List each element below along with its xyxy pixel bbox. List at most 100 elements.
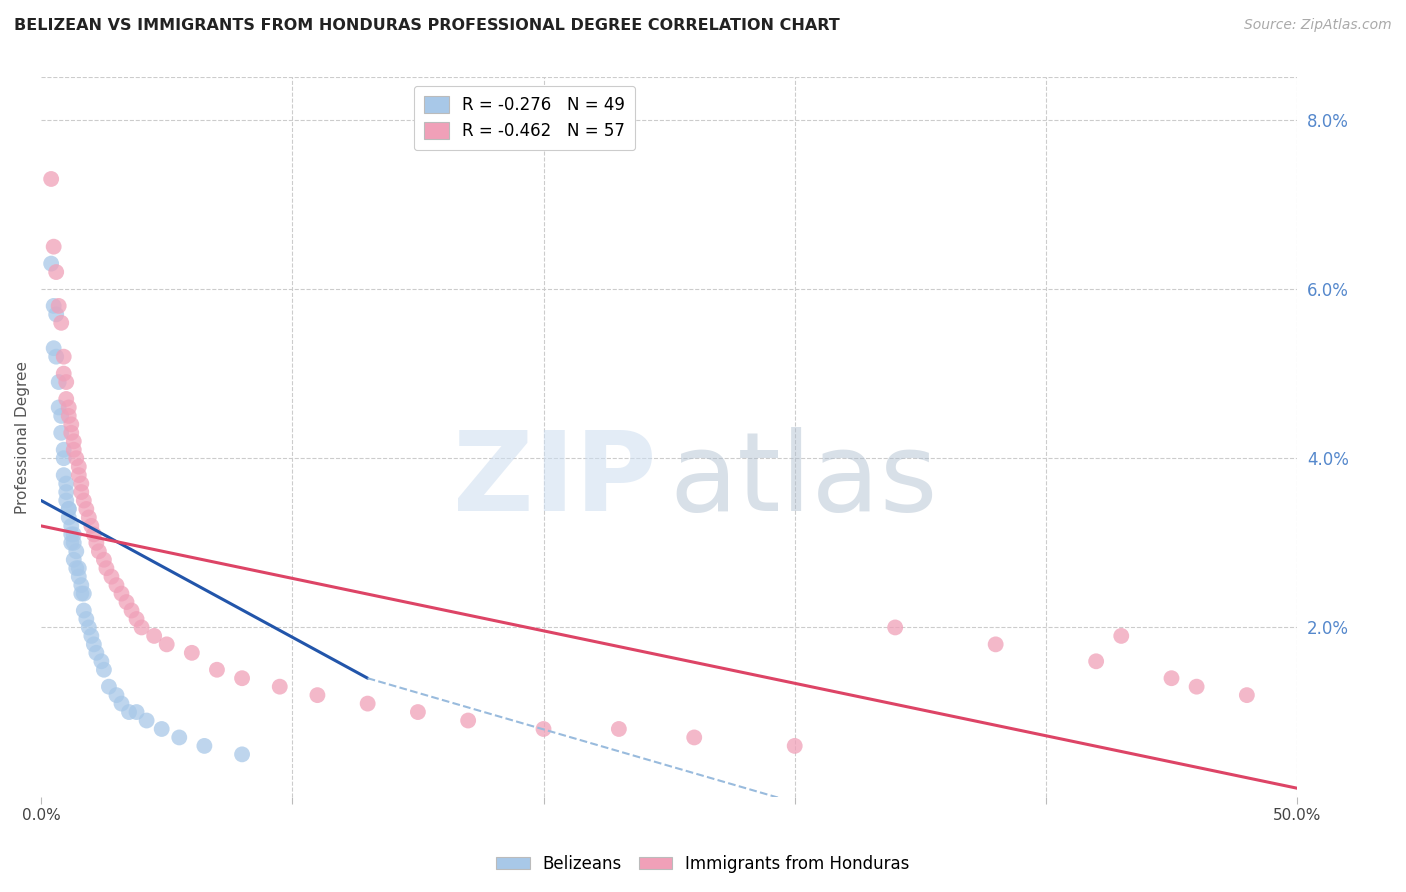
Point <box>65 544 87 558</box>
Point <box>457 714 479 728</box>
Point <box>231 747 253 762</box>
Text: Source: ZipAtlas.com: Source: ZipAtlas.com <box>1244 18 1392 32</box>
Point <box>73 586 96 600</box>
Point <box>58 502 80 516</box>
Point <box>48 375 70 389</box>
Point <box>67 459 90 474</box>
Text: ZIP: ZIP <box>453 426 657 533</box>
Point <box>70 586 93 600</box>
Point <box>62 434 84 449</box>
Point <box>97 680 120 694</box>
Point <box>143 629 166 643</box>
Point <box>52 350 75 364</box>
Point <box>406 705 429 719</box>
Point <box>73 603 96 617</box>
Point <box>307 688 329 702</box>
Text: BELIZEAN VS IMMIGRANTS FROM HONDURAS PROFESSIONAL DEGREE CORRELATION CHART: BELIZEAN VS IMMIGRANTS FROM HONDURAS PRO… <box>14 18 839 33</box>
Point <box>58 401 80 415</box>
Point <box>110 697 132 711</box>
Y-axis label: Professional Degree: Professional Degree <box>15 360 30 514</box>
Point <box>205 663 228 677</box>
Point <box>62 536 84 550</box>
Point <box>67 468 90 483</box>
Point <box>67 569 90 583</box>
Point <box>45 265 67 279</box>
Point <box>86 536 108 550</box>
Point <box>62 527 84 541</box>
Point <box>42 299 65 313</box>
Point <box>86 646 108 660</box>
Point <box>55 375 77 389</box>
Point <box>193 739 215 753</box>
Point <box>70 476 93 491</box>
Point <box>52 367 75 381</box>
Point <box>39 257 62 271</box>
Point <box>683 731 706 745</box>
Point <box>70 485 93 500</box>
Point <box>1160 671 1182 685</box>
Point <box>39 172 62 186</box>
Point <box>65 451 87 466</box>
Point <box>131 620 153 634</box>
Point <box>60 417 83 432</box>
Point <box>60 527 83 541</box>
Point <box>75 612 97 626</box>
Point <box>105 688 128 702</box>
Point <box>1236 688 1258 702</box>
Point <box>60 536 83 550</box>
Point <box>87 544 110 558</box>
Point <box>884 620 907 634</box>
Point <box>58 510 80 524</box>
Point <box>52 442 75 457</box>
Point <box>73 493 96 508</box>
Point <box>52 451 75 466</box>
Point <box>45 350 67 364</box>
Point <box>52 468 75 483</box>
Point <box>93 663 115 677</box>
Point <box>58 409 80 423</box>
Point <box>1109 629 1132 643</box>
Point <box>125 705 148 719</box>
Point <box>67 561 90 575</box>
Point <box>110 586 132 600</box>
Point <box>783 739 806 753</box>
Point <box>80 629 103 643</box>
Point <box>83 527 105 541</box>
Point <box>1185 680 1208 694</box>
Legend: R = -0.276   N = 49, R = -0.462   N = 57: R = -0.276 N = 49, R = -0.462 N = 57 <box>413 86 636 151</box>
Point <box>62 442 84 457</box>
Point <box>75 502 97 516</box>
Point <box>180 646 202 660</box>
Point <box>984 637 1007 651</box>
Point <box>58 502 80 516</box>
Point <box>45 307 67 321</box>
Point <box>125 612 148 626</box>
Point <box>83 637 105 651</box>
Point <box>51 409 73 423</box>
Point <box>55 392 77 406</box>
Point <box>80 519 103 533</box>
Point <box>135 714 157 728</box>
Point <box>121 603 143 617</box>
Point <box>93 553 115 567</box>
Point <box>48 299 70 313</box>
Point <box>55 476 77 491</box>
Point <box>55 493 77 508</box>
Point <box>60 425 83 440</box>
Point <box>77 620 100 634</box>
Point <box>65 561 87 575</box>
Legend: Belizeans, Immigrants from Honduras: Belizeans, Immigrants from Honduras <box>489 848 917 880</box>
Point <box>51 425 73 440</box>
Point <box>115 595 138 609</box>
Point <box>60 519 83 533</box>
Point <box>533 722 555 736</box>
Point <box>150 722 173 736</box>
Point <box>269 680 291 694</box>
Point <box>356 697 378 711</box>
Point <box>42 341 65 355</box>
Text: atlas: atlas <box>669 426 938 533</box>
Point <box>118 705 141 719</box>
Point <box>96 561 118 575</box>
Point <box>62 553 84 567</box>
Point <box>90 654 112 668</box>
